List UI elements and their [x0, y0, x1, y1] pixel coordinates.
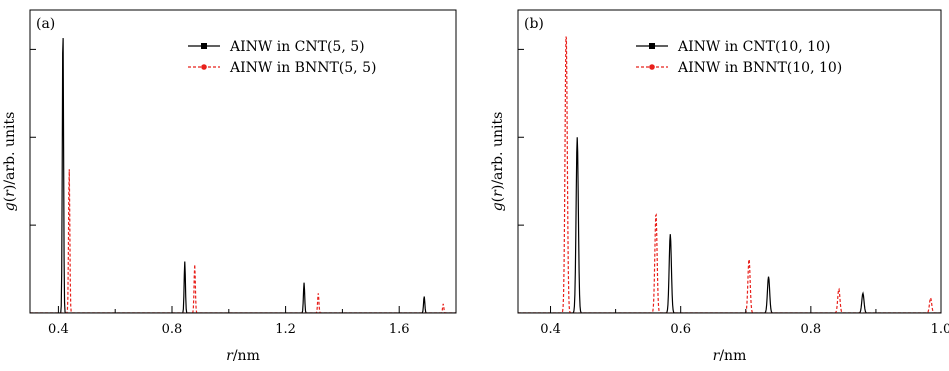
y-axis-label-rest: )/arb. units — [490, 112, 506, 190]
panel-b: 0.4 0.6 0.8 1.0 (b) AINW in CNT(10, 10) AINW i… — [490, 9, 949, 364]
series-line-bnnt — [30, 169, 456, 313]
x-axis-label-unit: /nm — [233, 348, 260, 364]
x-axis-label-unit: /nm — [719, 348, 746, 364]
y-axis-label-g: g — [490, 202, 506, 211]
legend-marker-circle — [201, 64, 207, 70]
legend-label: AINW in CNT(10, 10) — [677, 39, 830, 55]
x-tick-label: 1.0 — [931, 322, 949, 337]
axes-frame — [29, 9, 457, 314]
y-axis-label: g(r)/arb. units — [2, 112, 18, 212]
y-axis-label-r: r — [2, 189, 18, 197]
legend-label: AINW in CNT(5, 5) — [229, 39, 365, 55]
panel-label: (a) — [36, 16, 55, 32]
y-axis-label-rest: )/arb. units — [2, 112, 18, 190]
series-line-bnnt — [518, 36, 941, 313]
legend-marker-square — [649, 43, 655, 49]
x-axis-label: r/nm — [713, 348, 747, 364]
y-axis-label-r: r — [490, 189, 506, 197]
legend-marker-circle — [649, 64, 655, 70]
series-line-cnt — [30, 38, 456, 313]
x-tick-label: 0.4 — [540, 322, 561, 337]
x-tick-label: 0.8 — [162, 322, 183, 337]
y-axis-label-g: g — [2, 202, 18, 211]
legend-label: AINW in BNNT(5, 5) — [229, 60, 376, 76]
x-tick-label: 0.6 — [670, 322, 691, 337]
panel-label: (b) — [524, 16, 544, 32]
x-tick-label: 0.8 — [801, 322, 822, 337]
y-axis-label-paren: ( — [490, 197, 506, 202]
series-line-cnt — [518, 137, 941, 313]
x-axis-label-symbol: r — [226, 348, 234, 364]
x-axis-label: r/nm — [226, 348, 260, 364]
x-tick-label: 1.6 — [389, 322, 410, 337]
x-axis-label-symbol: r — [713, 348, 721, 364]
legend-label: AINW in BNNT(10, 10) — [677, 60, 842, 76]
y-axis-label-paren: ( — [2, 197, 18, 202]
axes-frame — [517, 9, 942, 314]
legend-marker-square — [201, 43, 207, 49]
y-axis-label: g(r)/arb. units — [490, 112, 506, 212]
panel-a: 0.4 0.8 1.2 1.6 (a) AINW in CNT(5, 5) AINW in … — [2, 9, 457, 364]
x-tick-label: 1.2 — [275, 322, 296, 337]
x-tick-label: 0.4 — [48, 322, 69, 337]
